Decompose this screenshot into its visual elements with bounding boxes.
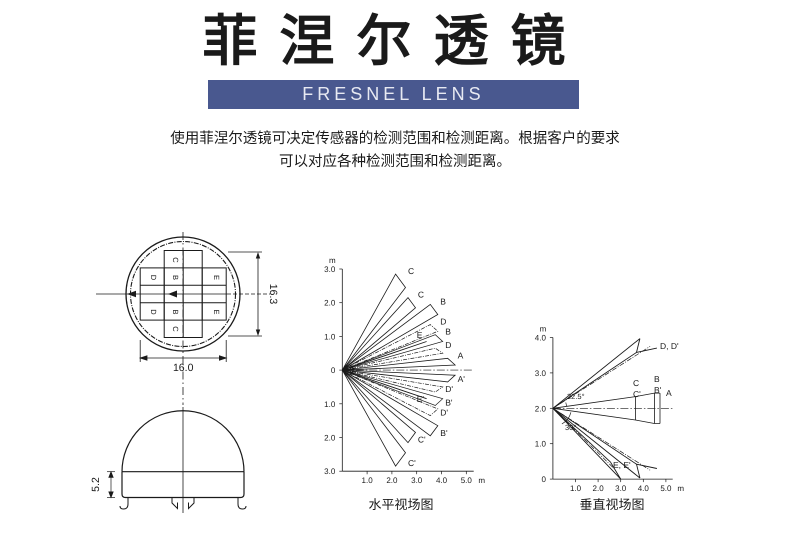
svg-text:E, E': E, E' [613,460,631,470]
svg-text:4.0: 4.0 [436,476,448,485]
svg-text:D: D [149,275,158,281]
svg-text:1.0: 1.0 [324,332,336,341]
svg-text:D': D' [445,384,453,394]
svg-text:0: 0 [331,366,336,375]
svg-text:A': A' [458,374,466,384]
svg-text:0: 0 [541,475,546,484]
svg-text:m: m [329,256,336,265]
svg-text:2.0: 2.0 [386,476,398,485]
svg-text:E: E [212,275,221,280]
svg-text:B: B [440,296,446,306]
svg-text:16.3: 16.3 [267,284,279,305]
svg-text:D: D [445,340,451,350]
svg-text:E: E [417,330,423,340]
svg-text:3.0: 3.0 [535,369,547,378]
svg-text:C: C [633,378,639,388]
svg-text:2.0: 2.0 [324,299,336,308]
svg-text:垂直视场图: 垂直视场图 [579,497,644,512]
svg-text:A: A [666,388,672,398]
svg-text:C': C' [408,458,416,468]
svg-text:2.0: 2.0 [593,484,605,493]
svg-text:16.0: 16.0 [173,362,194,374]
svg-text:B': B' [440,428,448,438]
svg-text:3.0: 3.0 [411,476,423,485]
svg-text:E: E [212,309,221,314]
svg-text:3.0: 3.0 [324,265,336,274]
svg-text:1.0: 1.0 [362,476,374,485]
svg-text:m: m [540,325,547,334]
svg-text:D: D [149,309,158,315]
svg-text:C': C' [633,389,641,399]
svg-text:D, D': D, D' [660,341,679,351]
svg-text:C: C [171,257,180,263]
svg-text:4.0: 4.0 [638,484,650,493]
svg-text:C': C' [418,435,426,445]
svg-text:m: m [478,476,485,485]
svg-text:B': B' [654,385,662,395]
svg-text:m: m [677,484,684,493]
svg-text:3.0: 3.0 [324,467,336,476]
svg-text:22.5°: 22.5° [567,392,585,401]
svg-text:B: B [654,374,660,384]
svg-text:1.0: 1.0 [324,400,336,409]
svg-text:30°: 30° [565,423,576,432]
svg-text:E': E' [417,394,425,404]
svg-text:C: C [408,266,414,276]
svg-text:C: C [418,290,424,300]
svg-text:1.0: 1.0 [535,440,547,449]
svg-text:D: D [440,317,446,327]
svg-text:5.2: 5.2 [90,477,102,492]
svg-text:B': B' [445,398,453,408]
svg-text:2.0: 2.0 [535,404,547,413]
svg-text:B: B [445,327,451,337]
svg-text:4.0: 4.0 [535,334,547,343]
svg-text:3.0: 3.0 [615,484,627,493]
svg-text:B: B [171,275,180,280]
svg-text:D': D' [440,408,448,418]
svg-text:2.0: 2.0 [324,434,336,443]
svg-text:A: A [458,350,464,360]
svg-text:C: C [171,326,180,332]
svg-text:1.0: 1.0 [570,484,582,493]
svg-text:5.0: 5.0 [461,476,473,485]
svg-text:5.0: 5.0 [660,484,672,493]
svg-text:B: B [171,309,180,314]
svg-text:水平视场图: 水平视场图 [368,497,433,512]
